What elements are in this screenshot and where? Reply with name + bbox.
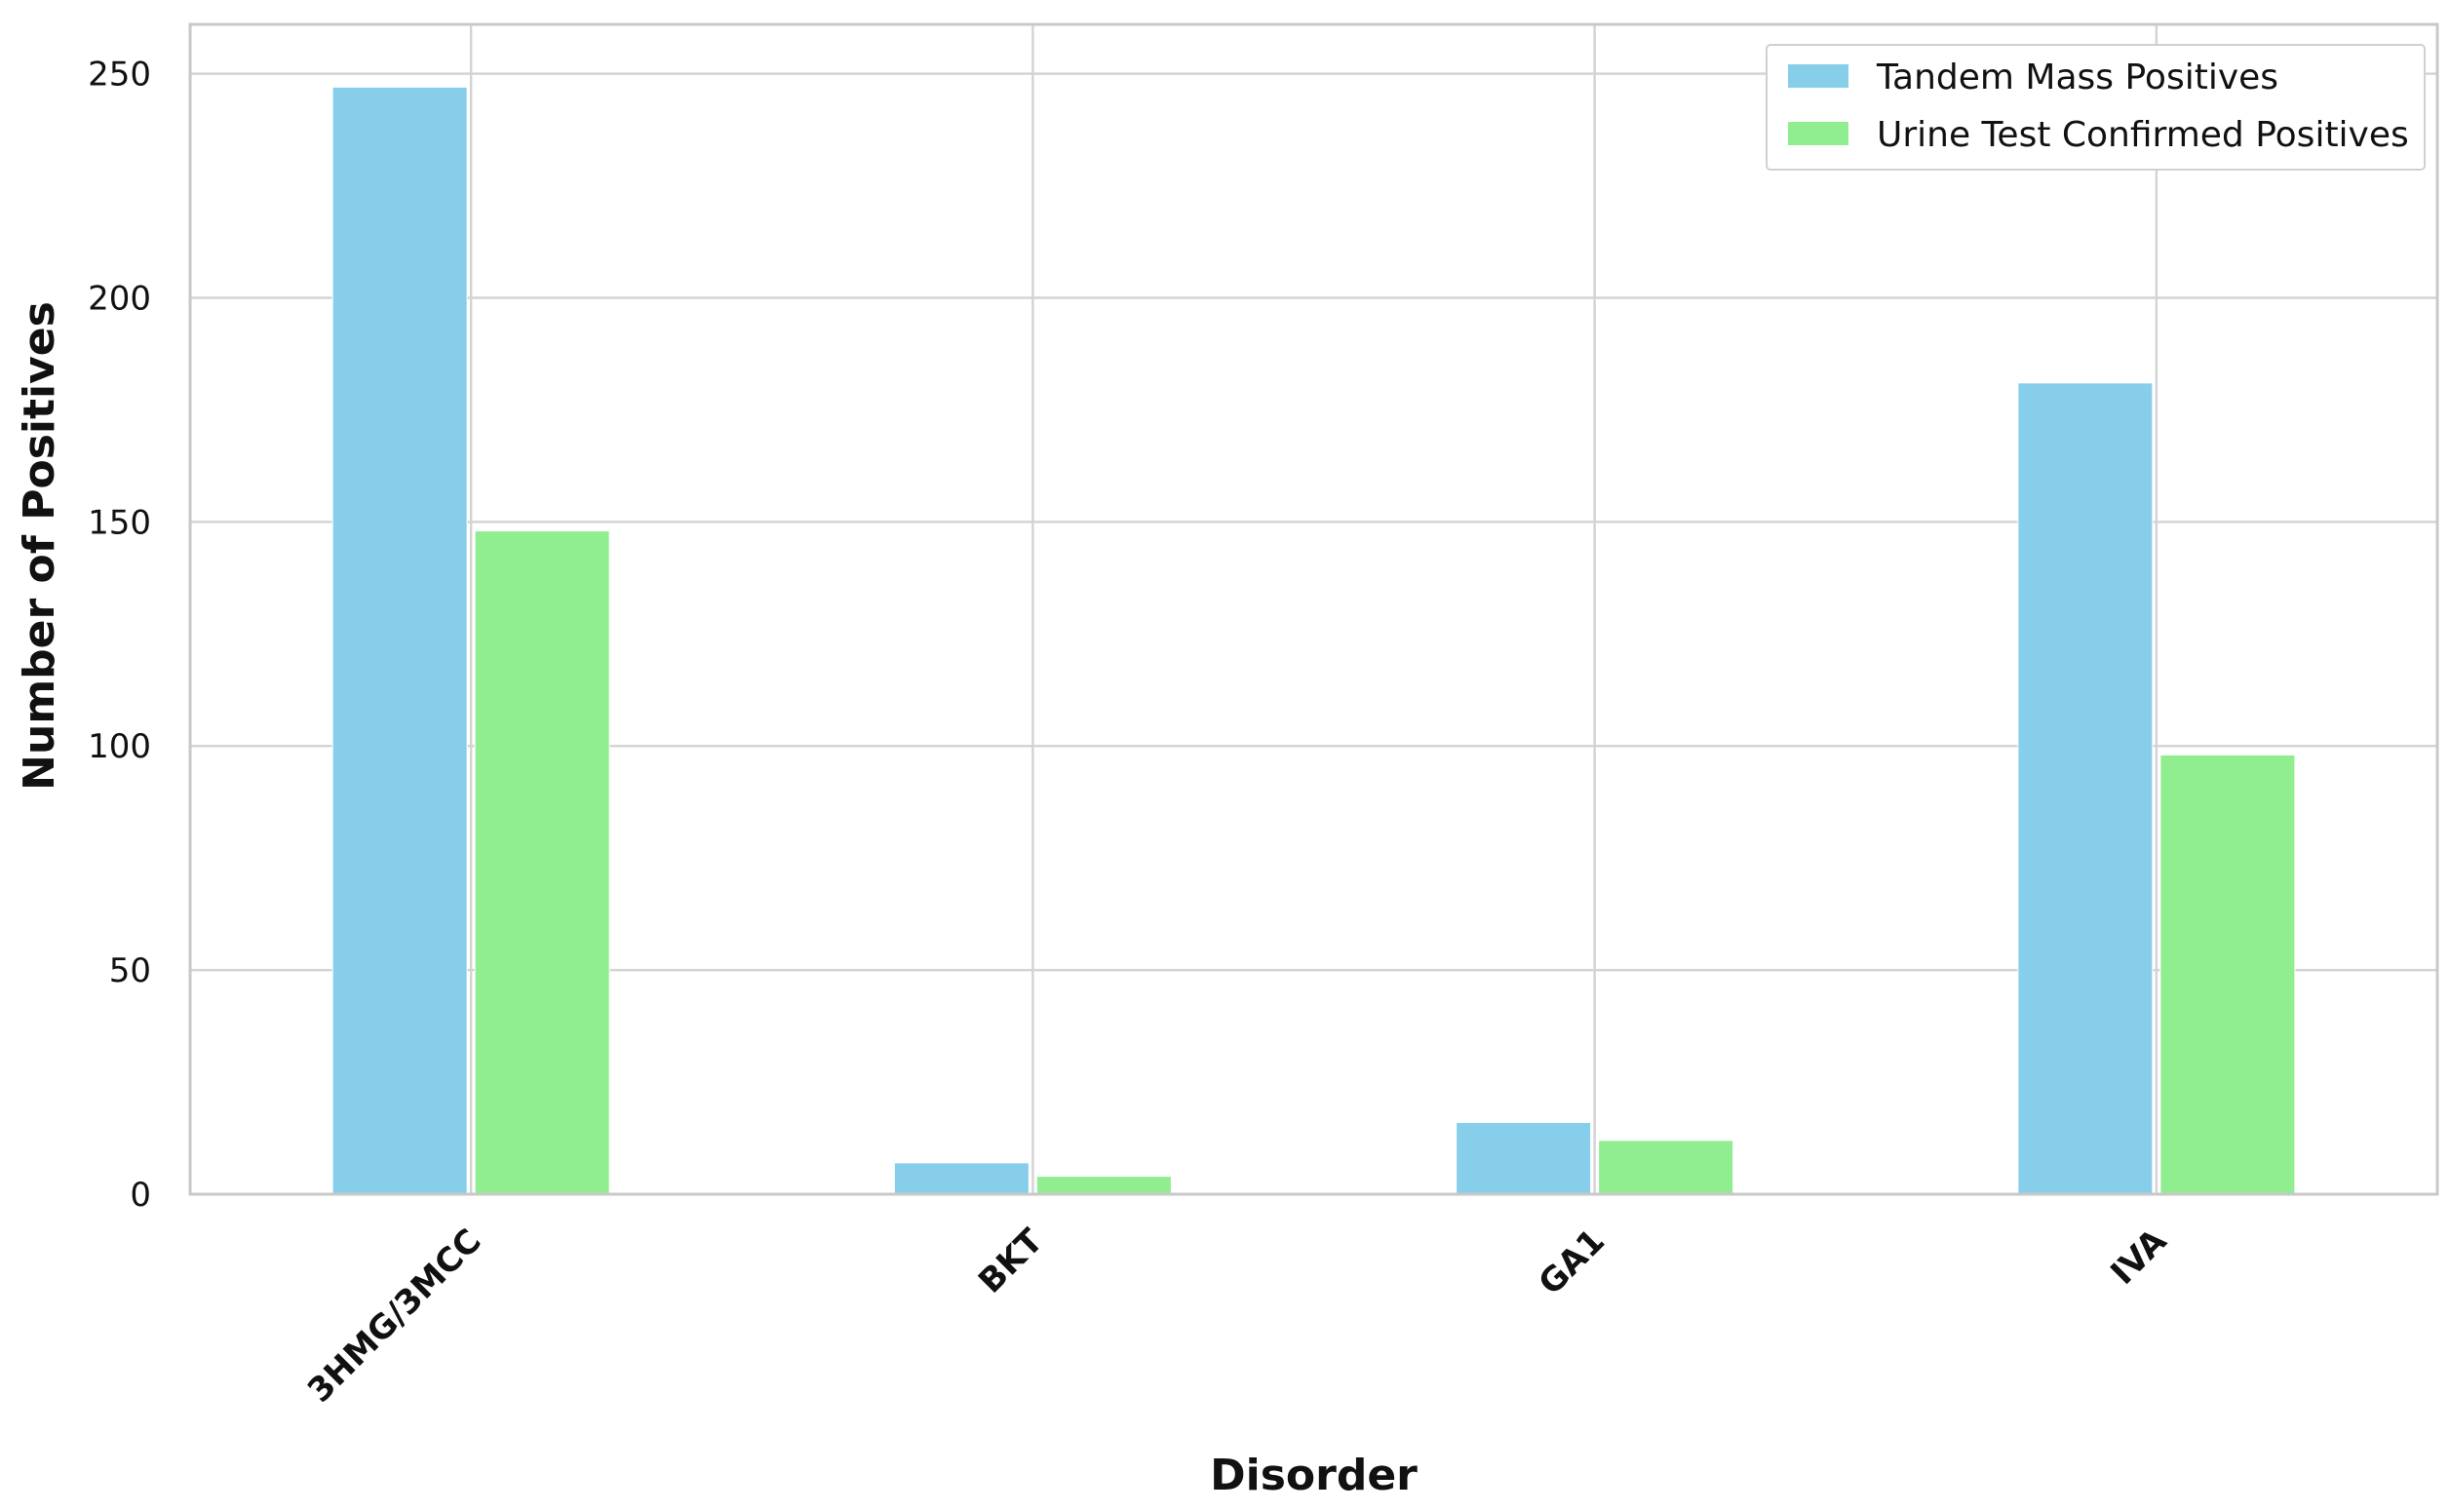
legend-swatch-tandem-mass [1788,64,1848,88]
legend: Tandem Mass Positives Urine Test Confirm… [1766,44,2426,171]
bars [331,86,2296,1195]
bar [474,530,610,1195]
y-tick-label: 250 [88,56,151,95]
bar [2159,754,2296,1195]
y-axis-title: Number of Positives [15,301,64,791]
y-tick-label: 150 [88,503,151,542]
bar [1456,1121,1592,1195]
bar [893,1162,1030,1195]
bar [1598,1140,1734,1195]
y-tick-labels: 0 50 100 150 200 250 [88,56,151,1215]
legend-label-urine-test: Urine Test Confirmed Positives [1877,115,2409,155]
y-tick-label: 100 [88,727,151,766]
legend-box [1766,44,2426,171]
plot-frame [188,22,2439,1196]
legend-swatch-urine-test [1788,122,1848,145]
y-tick-label: 0 [130,1176,151,1215]
bar [2017,382,2154,1195]
y-tick-label: 50 [109,951,151,990]
legend-label-tandem-mass: Tandem Mass Positives [1876,58,2278,97]
x-axis-title: Disorder [1210,1451,1418,1500]
y-tick-label: 200 [88,279,151,318]
bar [331,86,468,1195]
bar [1035,1176,1172,1195]
